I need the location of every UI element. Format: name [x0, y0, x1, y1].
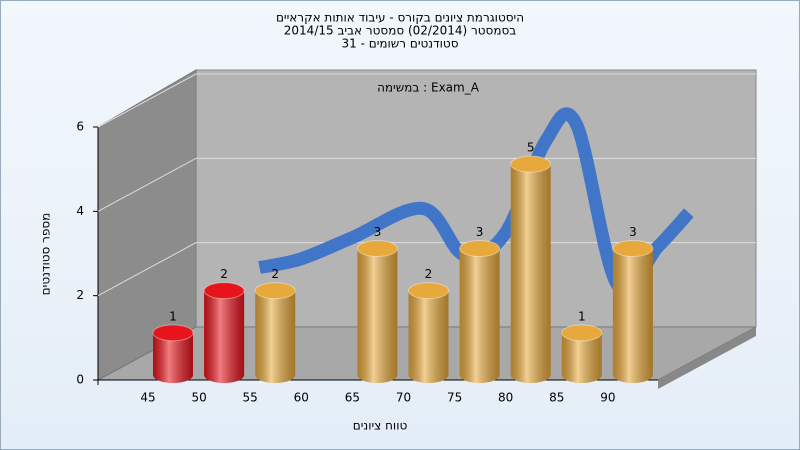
floor-edge	[658, 327, 756, 389]
bar	[254, 282, 296, 383]
bar-top	[612, 240, 654, 257]
y-axis-title: מספר סטודנטים	[39, 213, 53, 296]
x-tick-label: 75	[447, 391, 462, 405]
title-line: בסמסטר (02/2014) סמסטר אביב 2014/15	[284, 24, 516, 38]
x-axis-title: טווח ציונים	[353, 419, 408, 433]
bar-bottom-shade	[408, 367, 449, 383]
value-label: 3	[629, 225, 637, 239]
bar-top	[510, 155, 552, 173]
bar	[408, 282, 449, 383]
bar-shade	[357, 248, 398, 375]
value-label: 1	[578, 309, 586, 323]
x-tick-label: 65	[345, 391, 360, 405]
bar-shade	[408, 290, 449, 375]
y-tick-label: 2	[76, 288, 84, 302]
bar-top	[356, 240, 398, 257]
x-tick-label: 55	[243, 391, 258, 405]
value-label: 5	[527, 141, 535, 155]
value-label: 3	[374, 225, 382, 239]
x-tick-label: 85	[549, 391, 564, 405]
title: היסטוגרמת ציונים בקורס - עיבוד אותות אקר…	[276, 11, 524, 51]
y-tick-label: 4	[76, 204, 84, 218]
bar-bottom-shade	[255, 367, 296, 383]
bar-top	[459, 240, 501, 257]
x-tick-label: 60	[294, 391, 309, 405]
bar	[459, 240, 501, 383]
bar-bottom-shade	[357, 367, 398, 383]
bar-top	[254, 282, 296, 300]
value-label: 2	[425, 267, 433, 281]
grid-line	[97, 242, 756, 297]
y-tick-label: 0	[76, 373, 84, 387]
value-label: 2	[271, 267, 279, 281]
bar	[356, 240, 398, 383]
bar-top	[408, 282, 449, 300]
bar-bottom-shade	[510, 367, 551, 383]
x-tick-label: 50	[191, 391, 206, 405]
x-tick-label: 80	[498, 391, 513, 405]
bar	[561, 324, 603, 383]
bar	[612, 240, 654, 383]
annotation: במשימה : Exam_A	[377, 81, 480, 95]
title-line: היסטוגרמת ציונים בקורס - עיבוד אותות אקר…	[276, 11, 524, 25]
bar-shade	[255, 290, 296, 375]
bar-top	[561, 324, 603, 342]
bar-shade	[204, 290, 245, 375]
value-label: 1	[169, 309, 177, 323]
bar	[510, 155, 552, 383]
x-tick-label: 45	[140, 391, 155, 405]
grid-line	[97, 73, 756, 128]
bar	[152, 324, 194, 383]
bar-bottom-shade	[459, 367, 500, 383]
title-line: סטודנטים רשומים - 31	[341, 37, 458, 51]
bar-bottom-shade	[153, 367, 193, 383]
grid-line	[97, 157, 756, 212]
bar-top	[152, 324, 194, 342]
bar-shade	[459, 248, 500, 375]
x-tick-label: 90	[600, 391, 615, 405]
bar-shade	[510, 164, 551, 375]
y-tick-label: 6	[76, 120, 84, 134]
value-label: 2	[220, 267, 228, 281]
value-label: 3	[476, 225, 484, 239]
bar-bottom-shade	[612, 367, 653, 383]
bar	[203, 282, 245, 383]
bar-bottom-shade	[204, 367, 245, 383]
bar-bottom-shade	[561, 367, 602, 383]
x-tick-label: 70	[396, 391, 411, 405]
bar-shade	[612, 248, 653, 375]
bar-top	[203, 282, 245, 300]
